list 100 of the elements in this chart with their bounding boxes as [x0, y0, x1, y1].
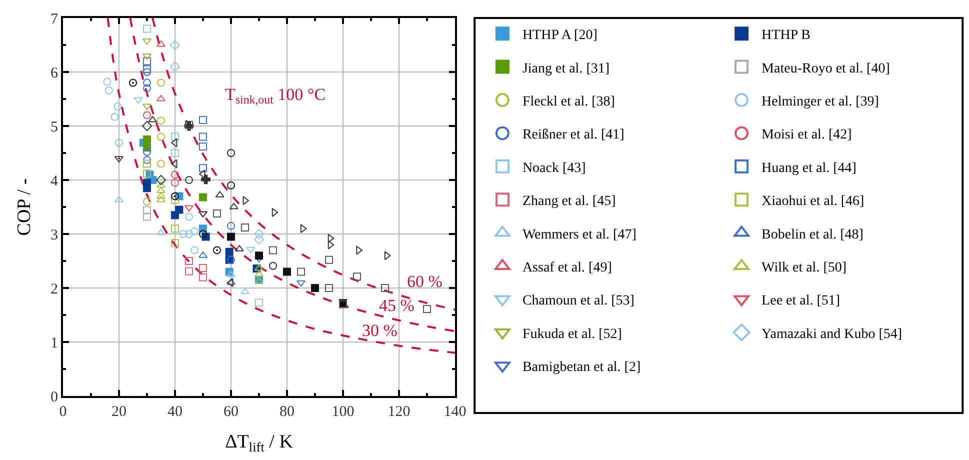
- point: [171, 224, 179, 233]
- legend-label: Helminger et al. [39]: [762, 94, 879, 110]
- legend-label: Xiaohui et al. [46]: [762, 194, 864, 210]
- point: [143, 65, 151, 74]
- point: [156, 174, 166, 186]
- point: [199, 273, 207, 282]
- legend-label: Fukuda et al. [52]: [522, 326, 622, 342]
- point: [171, 170, 179, 179]
- legend-label: Yamazaki and Kubo [54]: [762, 326, 902, 342]
- legend-label: HTHP B: [762, 28, 810, 44]
- point: [199, 230, 207, 238]
- point: [328, 240, 334, 250]
- point: [423, 305, 431, 314]
- point: [157, 116, 165, 125]
- point: [143, 160, 151, 168]
- x-tick-label: 100: [332, 404, 354, 420]
- point: [199, 142, 207, 151]
- point: [157, 132, 165, 141]
- point: [156, 186, 166, 194]
- point: [143, 156, 151, 164]
- point: [143, 84, 151, 92]
- point: [143, 68, 151, 76]
- point: [283, 268, 291, 276]
- point: [255, 298, 263, 307]
- point: [143, 111, 151, 120]
- point: [225, 248, 234, 256]
- annotation: T$_{sink,out}$ 100 °C: [225, 85, 326, 107]
- point: [300, 224, 307, 234]
- point: [143, 24, 151, 33]
- point: [199, 116, 207, 124]
- point: [325, 256, 333, 264]
- point: [328, 234, 334, 243]
- point: [353, 272, 361, 281]
- point: [201, 174, 210, 184]
- point: [114, 196, 124, 202]
- point: [143, 57, 151, 66]
- legend-label: Huang et al. [44]: [762, 160, 856, 176]
- point: [129, 78, 137, 87]
- point: [179, 230, 188, 238]
- y-tick-label: 7: [50, 11, 58, 28]
- point: [213, 246, 221, 254]
- point: [199, 164, 207, 172]
- point: [185, 267, 193, 276]
- point: [171, 239, 179, 248]
- point: [134, 97, 143, 104]
- x-tick-label: 140: [444, 404, 466, 420]
- point: [142, 38, 152, 45]
- annotation: 30 %: [362, 321, 398, 340]
- legend-label: Zhang et al. [45]: [522, 194, 616, 210]
- point: [171, 192, 179, 200]
- point: [185, 230, 193, 238]
- point: [190, 246, 199, 254]
- legend-label: Assaf et al. [49]: [522, 260, 612, 276]
- point: [227, 232, 235, 241]
- point: [175, 206, 184, 214]
- point: [241, 224, 249, 232]
- x-tick-label: 40: [168, 404, 182, 420]
- point: [185, 212, 193, 221]
- y-axis-title: COP / -: [14, 178, 35, 236]
- point: [272, 208, 278, 217]
- point: [213, 209, 221, 218]
- point: [157, 160, 165, 168]
- point: [104, 86, 113, 94]
- point: [199, 264, 207, 272]
- annotation: 45 %: [379, 296, 414, 315]
- point: [296, 280, 306, 287]
- legend-label: HTHP A [20]: [522, 28, 598, 44]
- point: [227, 222, 235, 230]
- point: [156, 181, 166, 188]
- point: [143, 78, 151, 87]
- y-tick-label: 2: [50, 281, 58, 298]
- legend-label: Wilk et al. [50]: [762, 260, 847, 276]
- point: [171, 149, 179, 157]
- point: [199, 193, 207, 202]
- point: [142, 120, 152, 132]
- legend-label: Bobelin et al. [48]: [762, 227, 864, 242]
- point: [190, 227, 199, 236]
- x-tick-label: 120: [388, 404, 410, 420]
- legend-label: Fleckl et al. [38]: [522, 94, 615, 110]
- y-tick-label: 1: [50, 335, 58, 352]
- point: [143, 148, 151, 156]
- point: [171, 178, 179, 187]
- point: [143, 212, 151, 221]
- point: [143, 136, 151, 144]
- legend-label: Moisi et al. [42]: [762, 128, 852, 143]
- point: [156, 228, 166, 236]
- point: [269, 246, 277, 254]
- point: [157, 78, 165, 87]
- x-axis-title: ΔT$_{lift}$ / K: [225, 431, 294, 454]
- legend-label: Reißner et al. [41]: [522, 128, 624, 143]
- annotation: 60 %: [407, 272, 442, 291]
- point: [171, 132, 179, 141]
- point: [297, 268, 305, 276]
- legend-label: Jiang et al. [31]: [522, 61, 610, 76]
- point: [246, 246, 256, 254]
- point: [156, 40, 166, 47]
- point: [171, 196, 179, 204]
- point: [185, 257, 193, 265]
- point: [185, 176, 193, 184]
- point: [103, 78, 112, 86]
